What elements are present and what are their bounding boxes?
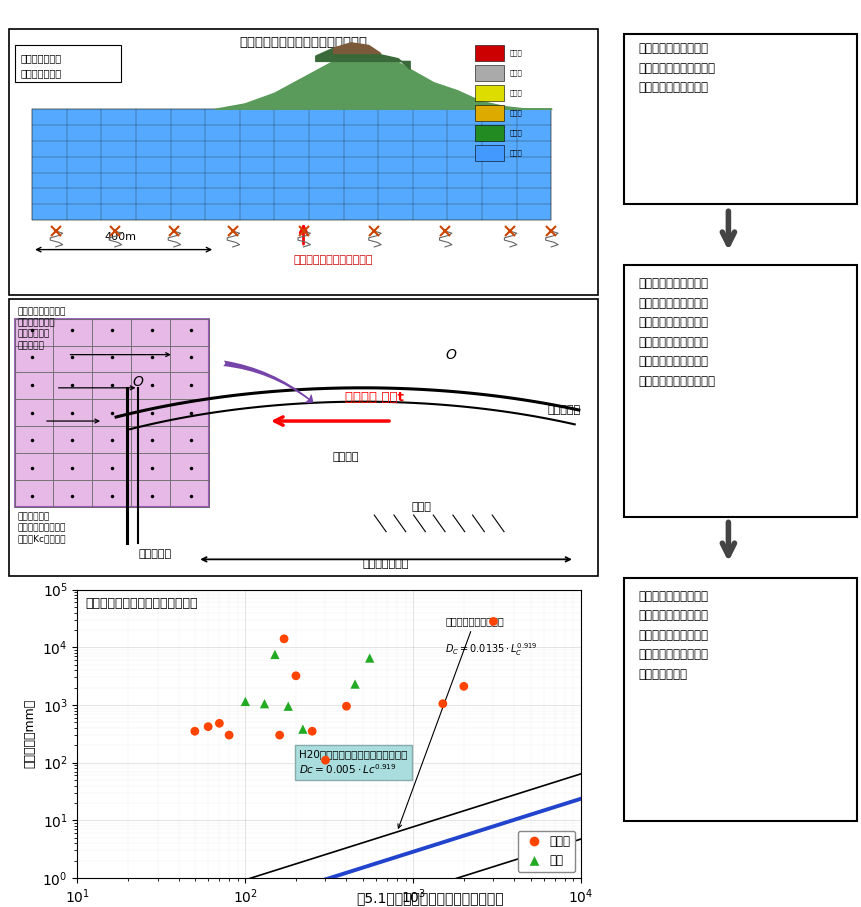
Text: O: O xyxy=(445,347,456,362)
Point xyxy=(257,697,271,711)
Text: ブロック変位量の算定
結果と、由比地すべり
における限界移動量の
線と比較し、安定度評
価を実施する。: ブロック変位量の算定 結果と、由比地すべり における限界移動量の 線と比較し、安… xyxy=(638,590,709,681)
Point xyxy=(486,614,500,629)
Point xyxy=(339,699,353,714)
Point xyxy=(238,694,252,708)
Bar xyxy=(474,45,504,61)
Text: H20年度に設定した限界移動量の線
$Dc=0.005\cdot Lc^{0.919}$: H20年度に設定した限界移動量の線 $Dc=0.005\cdot Lc^{0.9… xyxy=(299,749,407,775)
Text: 直線すべり区間: 直線すべり区間 xyxy=(362,559,409,569)
Text: ＦＥＭ解析モデル（山中ブロック）: ＦＥＭ解析モデル（山中ブロック） xyxy=(239,35,368,49)
Bar xyxy=(474,105,504,121)
Text: O: O xyxy=(133,375,144,389)
Text: 節点数４２２３
要素数４１５８: 節点数４２２３ 要素数４１５８ xyxy=(21,53,61,78)
Point xyxy=(273,727,287,742)
Point xyxy=(282,699,295,714)
Text: 森脇の限界移動量の線: 森脇の限界移動量の線 xyxy=(398,616,504,828)
FancyBboxPatch shape xyxy=(15,318,209,507)
Point xyxy=(306,724,319,738)
Legend: 非滑落, 滑落: 非滑落, 滑落 xyxy=(517,831,575,872)
Text: 水平震度 Ｋｈt: 水平震度 Ｋｈt xyxy=(345,392,404,405)
Text: ２次元ＦＥＭ解析によ
り、ブロック内を伝搬す
る地震波を算定する。: ２次元ＦＥＭ解析によ り、ブロック内を伝搬す る地震波を算定する。 xyxy=(638,42,715,94)
Bar xyxy=(9,29,598,295)
Point xyxy=(319,753,332,767)
Point xyxy=(213,716,226,730)
Text: すべり面: すべり面 xyxy=(333,452,360,462)
Point xyxy=(277,631,291,646)
Point xyxy=(296,722,310,736)
Text: 図5.1　地震解析による対策工の照査: 図5.1 地震解析による対策工の照査 xyxy=(356,892,505,905)
Text: 不動層: 不動層 xyxy=(412,502,431,512)
Text: 由比地すべりにおける限界移動量: 由比地すべりにおける限界移動量 xyxy=(85,597,197,610)
Y-axis label: 累積変位〔mm〕: 累積変位〔mm〕 xyxy=(24,699,37,768)
Text: 円弧すべり: 円弧すべり xyxy=(548,405,580,415)
Point xyxy=(362,650,376,665)
Point xyxy=(348,677,362,691)
Text: カラムごとに
加速度を積外して水
平震度Kcを定める: カラムごとに 加速度を積外して水 平震度Kcを定める xyxy=(17,512,66,543)
Point xyxy=(188,724,201,738)
Text: ＦＥＭにより求めた
すべり土塊内の
加速度分布を
追慮する。: ＦＥＭにより求めた すべり土塊内の 加速度分布を 追慮する。 xyxy=(17,307,65,350)
Point xyxy=(222,727,236,742)
Point xyxy=(268,648,282,662)
Point xyxy=(289,668,303,683)
Bar xyxy=(474,144,504,161)
Point xyxy=(201,719,215,734)
Text: 第２層: 第２層 xyxy=(510,90,523,96)
Bar xyxy=(32,109,551,220)
Text: 400m: 400m xyxy=(105,231,137,241)
Bar xyxy=(15,45,121,83)
Text: 円弧すべり: 円弧すべり xyxy=(139,549,171,559)
Bar xyxy=(474,85,504,101)
Text: 第３層: 第３層 xyxy=(510,110,523,116)
Point xyxy=(436,697,449,711)
Text: 基盤面より地震波形を入力: 基盤面より地震波形を入力 xyxy=(294,255,373,265)
Text: Ｎｅｗｍａｒｋ法によ
り、２次元ＦＥＭ解析
により得られた水平深
度の時刻歴データをも
とに、ブロック変位量
（累積値）を算定する。: Ｎｅｗｍａｒｋ法によ り、２次元ＦＥＭ解析 により得られた水平深 度の時刻歴デー… xyxy=(638,278,715,388)
Bar xyxy=(474,65,504,81)
Text: 第４層: 第４層 xyxy=(510,130,523,136)
Text: 第０層: 第０層 xyxy=(510,50,523,56)
Point xyxy=(457,679,471,694)
Text: 第５層: 第５層 xyxy=(510,150,523,156)
Text: 第１層: 第１層 xyxy=(510,70,523,76)
Bar xyxy=(474,124,504,141)
Text: $D_C=0.0135\cdot L_C^{0.919}$: $D_C=0.0135\cdot L_C^{0.919}$ xyxy=(445,641,538,658)
Bar xyxy=(9,299,598,576)
